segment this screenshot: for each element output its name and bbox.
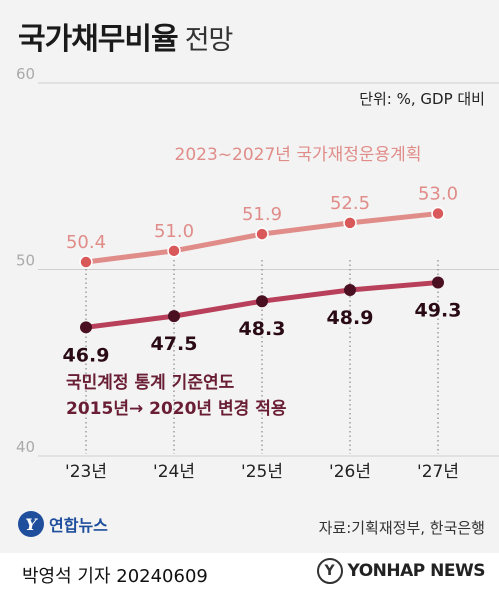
yonhap-news-icon: Y [316,558,343,584]
series2-annotation-line: 국민계정 통계 기준연도 [66,373,235,393]
reporter-credit: 박영석 기자 20240609 [22,566,208,587]
series2-data-label: 47.5 [151,333,198,355]
series2-data-label: 48.3 [239,318,286,340]
series1-point [255,227,269,241]
series1-data-label: 50.4 [66,232,106,253]
x-tick-label: '26년 [329,462,371,482]
series1-point [431,206,445,221]
series2-annotation-line: 2015년→ 2020년 변경 적용 [66,399,287,419]
series1-point [167,244,181,258]
logo-text: 연합뉴스 [49,516,108,535]
line-chart: 60 50 40 '23년 '24년 '25년 '26년 '27년 50.4 51.0 51.9 52… [16,65,499,482]
y-tick-label: 50 [16,252,35,270]
title: 국가채무비율 전망 [18,14,234,58]
series1-point [79,255,93,269]
series1-data-label: 53.0 [418,184,458,205]
x-tick-label: '24년 [153,462,195,482]
series1-data-label: 51.0 [154,221,194,242]
agency-logo: Y YONHAP NEWS [316,558,486,584]
y-tick-label: 40 [16,438,35,456]
series2-point [80,321,92,334]
source-text: 자료:기획재정부, 한국은행 [318,519,485,537]
yonhap-logo: Y 연합뉴스 [18,511,108,537]
series2-point [344,284,356,297]
infographic-card: 국가채무비율 전망 단위: %, GDP 대비 60 50 40 '23년 '24년 '2… [0,0,499,553]
yonhap-logo-icon: Y [18,511,44,537]
title-main: 국가채무비율 [18,22,179,57]
series2-data-label: 49.3 [415,300,462,322]
series2-data-label: 46.9 [63,344,110,366]
series1-data-label: 52.5 [330,193,370,214]
series1-name-label: 2023~2027년 국가재정운용계획 [175,145,422,165]
series2-point [432,276,444,289]
unit-label: 단위: %, GDP 대비 [359,90,485,108]
agency-text: YONHAP NEWS [347,561,486,581]
title-sub: 전망 [184,25,234,56]
x-tick-label: '27년 [417,462,459,482]
series1-point [343,216,357,230]
series2-data-label: 48.9 [327,307,374,329]
series2-point [168,310,180,323]
x-tick-label: '25년 [241,462,283,482]
y-tick-label: 60 [16,65,35,83]
series1-data-label: 51.9 [242,204,282,225]
x-tick-label: '23년 [65,462,107,482]
series2-point [256,295,268,308]
